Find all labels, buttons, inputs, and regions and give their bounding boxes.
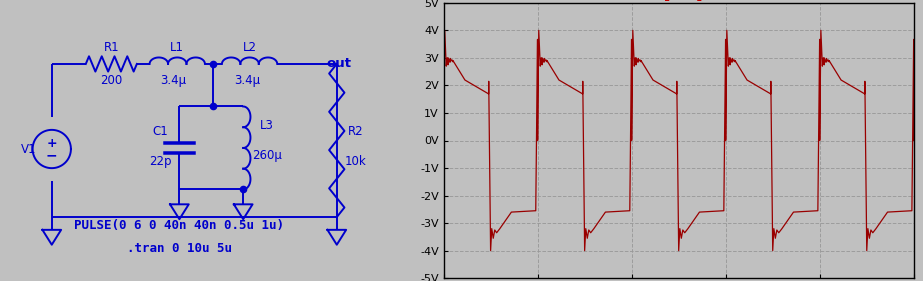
Text: L2: L2 <box>243 41 257 54</box>
Text: 22p: 22p <box>149 155 172 168</box>
Text: V1: V1 <box>20 142 36 155</box>
Text: C1: C1 <box>152 126 168 139</box>
Text: out: out <box>326 56 351 70</box>
Text: 200: 200 <box>101 74 123 87</box>
Title: V[out]: V[out] <box>653 0 703 2</box>
Text: 260μ: 260μ <box>252 149 282 162</box>
Text: −: − <box>46 148 57 162</box>
Text: 10k: 10k <box>345 155 366 168</box>
Text: L3: L3 <box>259 119 273 132</box>
Text: +: + <box>46 137 57 150</box>
Text: .tran 0 10u 5u: .tran 0 10u 5u <box>126 243 232 255</box>
Text: 3.4μ: 3.4μ <box>160 74 186 87</box>
Text: 3.4μ: 3.4μ <box>234 74 260 87</box>
Text: R1: R1 <box>103 41 119 54</box>
Text: L1: L1 <box>170 41 185 54</box>
Text: PULSE(0 6 0 40n 40n 0.5u 1u): PULSE(0 6 0 40n 40n 0.5u 1u) <box>75 219 284 232</box>
Text: R2: R2 <box>348 126 364 139</box>
